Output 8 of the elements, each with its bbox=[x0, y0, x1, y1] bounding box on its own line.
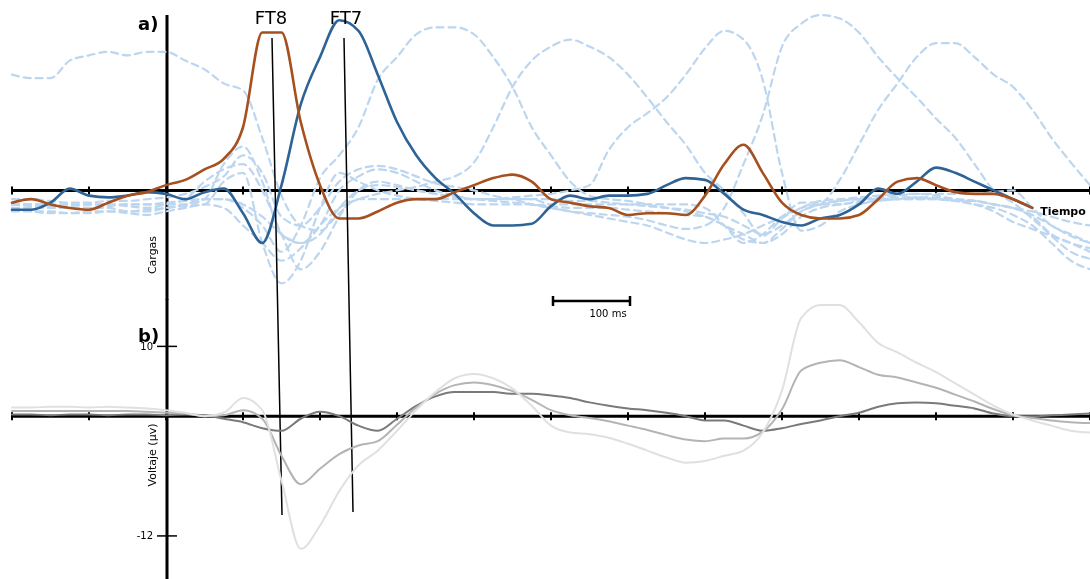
y-axis-title: Cargas bbox=[146, 235, 159, 275]
y-axis-title: Voltaje (μv) bbox=[146, 423, 159, 487]
annotation: FT7 bbox=[329, 7, 363, 28]
y-tick-label: -12 bbox=[136, 530, 153, 542]
annotation: 100 ms bbox=[589, 308, 627, 319]
x-axis-title: Tiempo bbox=[1040, 205, 1087, 219]
chart-title: a) bbox=[138, 13, 159, 34]
annotation: FT8 bbox=[254, 7, 288, 28]
